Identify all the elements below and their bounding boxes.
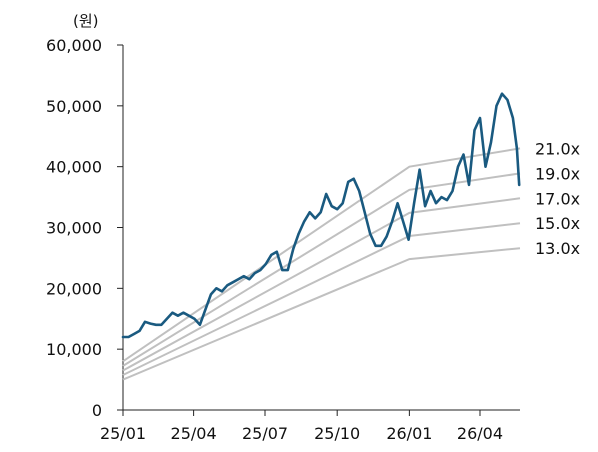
band-label: 21.0x [535, 139, 580, 158]
y-tick-label: 60,000 [46, 36, 102, 55]
y-tick-label: 10,000 [46, 340, 102, 359]
y-axis-unit-label: (원) [73, 12, 99, 30]
per-band-line-13-0x [122, 247, 521, 381]
per-band-line-19-0x [122, 172, 521, 367]
per-band-line-17-0x [122, 197, 521, 372]
x-tick-label: 25/04 [171, 424, 217, 443]
band-labels: 21.0x 19.0x 17.0x 15.0x 13.0x [535, 139, 580, 258]
price-line [121, 92, 521, 339]
y-tick-label: 0 [92, 401, 102, 420]
y-tick-label: 30,000 [46, 219, 102, 238]
x-tick-label: 26/01 [386, 424, 432, 443]
price-series [121, 92, 521, 339]
y-tick-label: 20,000 [46, 279, 102, 298]
x-tick-label: 25/07 [242, 424, 288, 443]
band-label: 15.0x [535, 214, 580, 233]
band-label: 13.0x [535, 239, 580, 258]
band-label: 17.0x [535, 189, 580, 208]
y-tick-label: 40,000 [46, 158, 102, 177]
axes: 0 10,000 20,000 30,000 40,000 50,000 60,000 25/… [46, 36, 520, 443]
per-band-lines [122, 147, 521, 381]
per-band-line-15-0x [122, 222, 521, 376]
band-label: 19.0x [535, 164, 580, 183]
x-tick-label: 25/01 [100, 424, 146, 443]
x-tick-label: 25/10 [314, 424, 360, 443]
y-tick-label: 50,000 [46, 97, 102, 116]
x-tick-label: 26/04 [457, 424, 503, 443]
